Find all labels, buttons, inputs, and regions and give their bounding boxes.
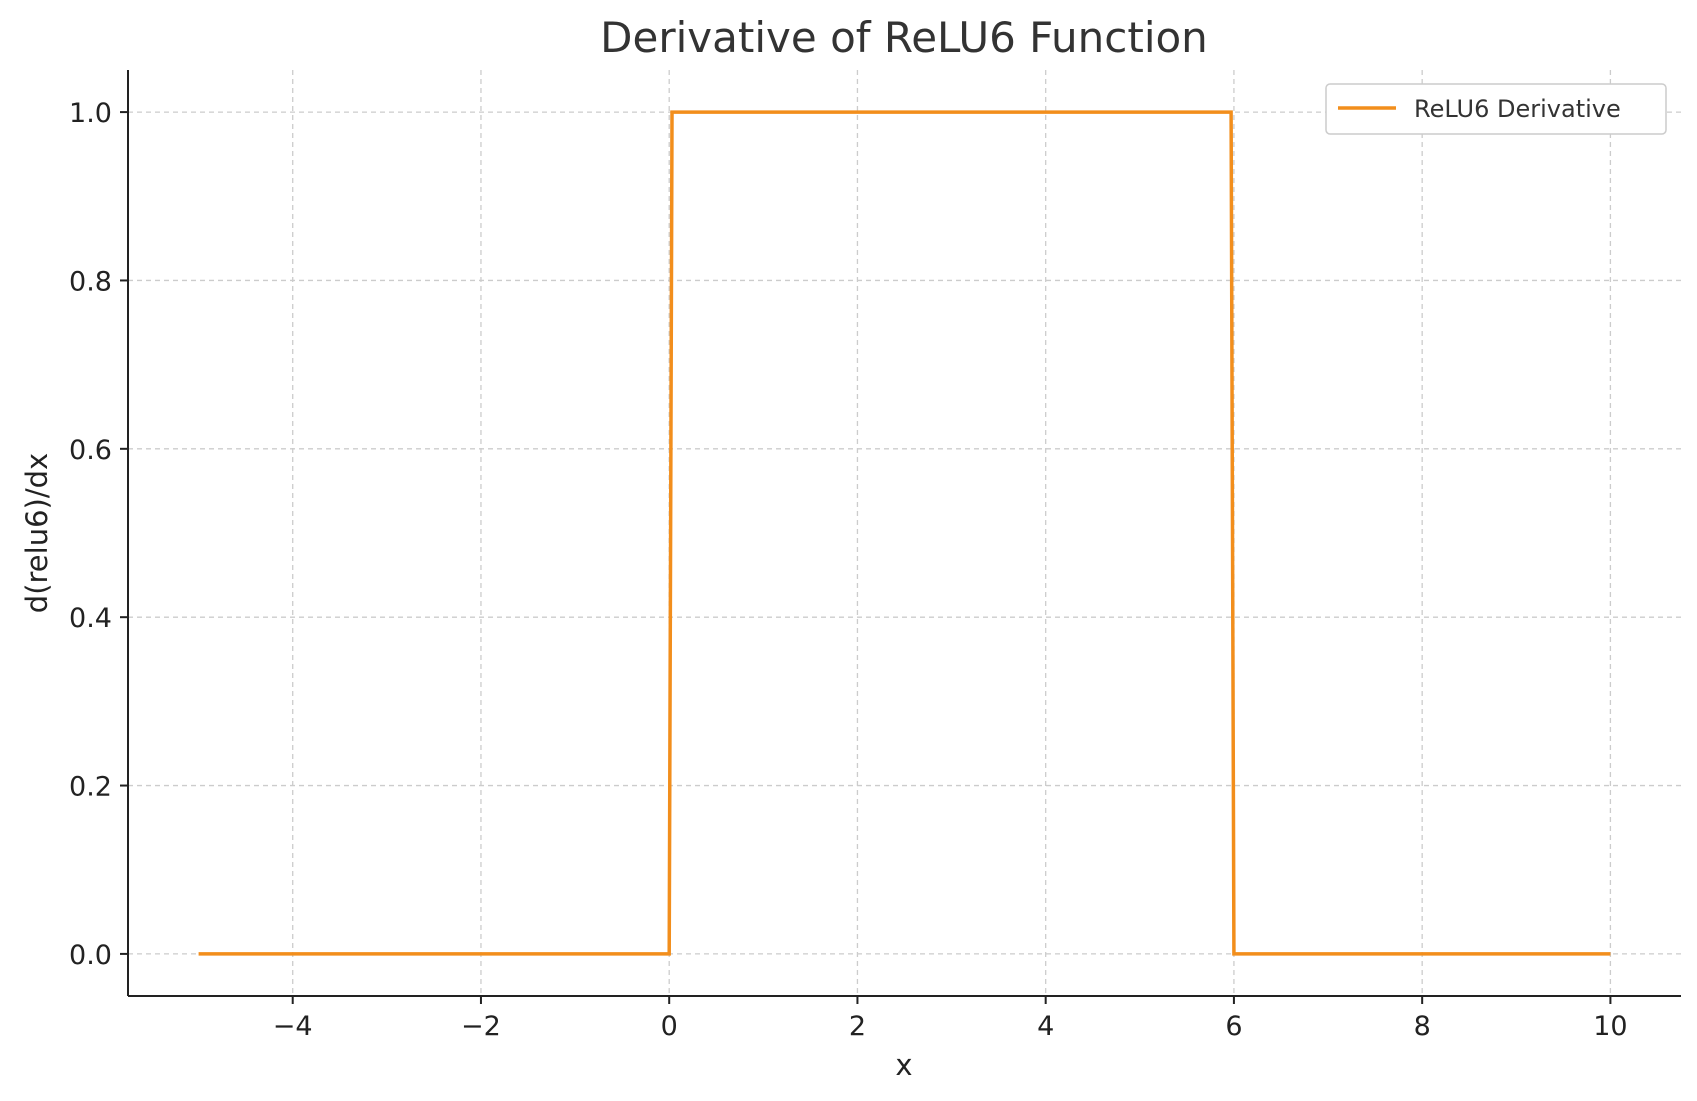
y-tick-label: 0.6 — [69, 435, 112, 466]
x-tick-label: 8 — [1414, 1011, 1431, 1042]
y-axis-label: d(relu6)/dx — [20, 453, 54, 613]
y-tick-label: 0.2 — [69, 772, 112, 803]
legend-box — [1325, 83, 1667, 135]
y-tick-label: 1.0 — [69, 98, 112, 129]
series-layer — [198, 110, 1611, 956]
grid-lines — [128, 70, 1681, 996]
x-ticks: −4 −2 0 2 4 6 8 10 — [273, 996, 1628, 1042]
y-tick-label: 0.8 — [69, 266, 112, 297]
x-tick-label: 2 — [849, 1011, 866, 1042]
y-tick-label: 0.0 — [69, 940, 112, 971]
x-tick-label: 10 — [1593, 1011, 1627, 1042]
chart-title: Derivative of ReLU6 Function — [600, 13, 1208, 62]
x-tick-label: −2 — [461, 1011, 501, 1042]
y-ticks: 0.0 0.2 0.4 0.6 0.8 1.0 — [69, 98, 128, 971]
series-line-relu6-derivative — [198, 110, 1611, 956]
legend-label-relu6-derivative: ReLU6 Derivative — [1414, 95, 1621, 123]
y-tick-label: 0.4 — [69, 603, 112, 634]
x-tick-label: 6 — [1225, 1011, 1242, 1042]
x-tick-label: 0 — [661, 1011, 678, 1042]
x-tick-label: −4 — [273, 1011, 313, 1042]
x-tick-label: 4 — [1037, 1011, 1054, 1042]
x-axis-label: x — [895, 1048, 912, 1082]
legend: ReLU6 Derivative — [1325, 83, 1667, 135]
